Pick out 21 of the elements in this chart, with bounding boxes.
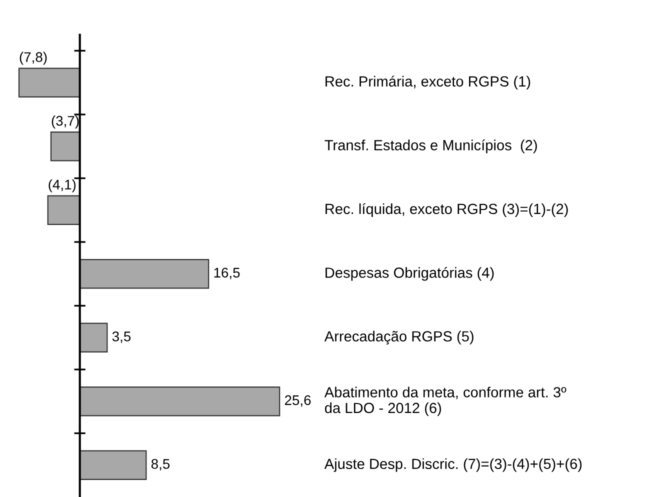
data-label: 25,6 [284, 395, 311, 407]
y-tick-label: Rec. Primária, exceto RGPS (1) [326, 76, 530, 90]
y-tick-label: Arrecadação RGPS (5) [324, 330, 474, 344]
bar [79, 386, 280, 416]
y-tick-label: Transf. Estados e Municípios (2) [324, 139, 537, 154]
y-tick-label: Rec. líquida, exceto RGPS (3)=(1)-(2) [326, 203, 568, 217]
bar [18, 68, 80, 98]
data-label: (4,1) [48, 179, 76, 192]
data-label: (3,7) [52, 116, 79, 128]
bar [79, 322, 108, 353]
bar [79, 450, 147, 480]
data-label: 3,5 [112, 332, 131, 343]
y-tick-label: Ajuste Desp. Discric. (7)=(3)-(4)+(5)+(6) [324, 458, 582, 472]
data-label: 16,5 [214, 268, 240, 280]
y-tick-label: Abatimento da meta, conforme art. 3º da LDO - 2012 (6) [324, 386, 566, 416]
data-label: 8,5 [151, 459, 170, 470]
bar [47, 195, 80, 226]
y-tick-label: Despesas Obrigatórias (4) [326, 266, 494, 281]
data-label: (7,8) [20, 52, 47, 65]
bar [50, 131, 80, 162]
bar [79, 258, 210, 289]
